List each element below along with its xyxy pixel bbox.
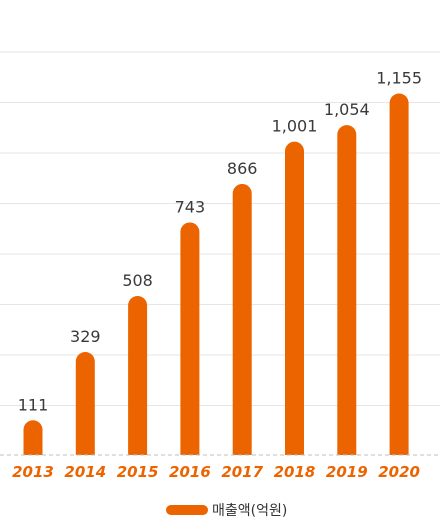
bar-2016 [180, 222, 200, 455]
data-label-2015: 508 [122, 271, 153, 290]
legend: 매출액(억원) [166, 503, 287, 519]
data-label-2019: 1,054 [324, 100, 370, 119]
data-label-2020: 1,155 [376, 68, 422, 87]
data-label-2017: 866 [227, 159, 258, 178]
x-tick-label-2013: 2013 [12, 463, 54, 481]
bar-2018 [285, 141, 304, 455]
x-tick-label-2017: 2017 [221, 463, 263, 481]
data-label-2018: 1,001 [272, 117, 318, 136]
grid-lines [0, 51, 440, 406]
bar-2015 [128, 295, 148, 455]
bar-2013 [23, 420, 43, 455]
data-label-2016: 743 [175, 197, 206, 216]
bars [23, 93, 409, 456]
x-tick-label-2014: 2014 [64, 463, 106, 481]
legend-swatch [166, 505, 208, 515]
x-tick-labels: 2013 2014 2015 2016 2017 2018 2019 2020 [12, 463, 420, 481]
x-tick-label-2020: 2020 [378, 463, 420, 481]
bar-2020 [389, 93, 409, 456]
legend-label: 매출액(억원) [212, 503, 287, 519]
x-tick-label-2018: 2018 [274, 463, 316, 481]
bar-2014 [75, 352, 95, 455]
bar-2019 [337, 125, 357, 455]
data-labels: 111 329 508 743 866 1,001 1,054 1,155 [18, 68, 422, 414]
data-label-2013: 111 [18, 395, 49, 414]
bar-2017 [232, 183, 252, 455]
x-tick-label-2015: 2015 [117, 463, 159, 481]
x-tick-label-2016: 2016 [169, 463, 211, 481]
data-label-2014: 329 [70, 327, 101, 346]
x-tick-label-2019: 2019 [326, 463, 368, 481]
